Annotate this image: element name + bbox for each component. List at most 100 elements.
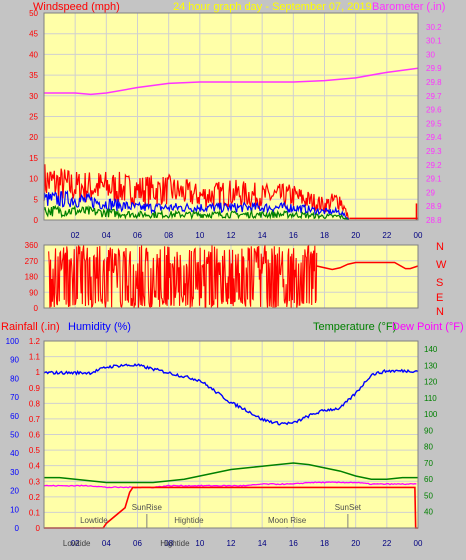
wind-y-tick: 45	[29, 30, 38, 39]
event-label: Hightide	[174, 516, 204, 525]
wind-y-tick: 50	[29, 9, 38, 18]
rain-y-tick: 0.5	[29, 446, 41, 455]
x-tick-label-bottom: 02	[71, 539, 80, 548]
x-tick-label-bottom: 04	[102, 539, 111, 548]
humidity-y-tick: 60	[10, 412, 19, 421]
temperature-y-tick: 50	[424, 491, 433, 500]
wind-y-tick: 30	[29, 92, 38, 101]
rain-y-tick: 0.4	[29, 462, 41, 471]
dewpoint-axis-title: Dew Point (°F)	[392, 321, 464, 333]
chart-title: 24 hour graph day - September 07, 2019	[173, 1, 372, 13]
barometer-y-tick: 29.5	[426, 119, 442, 128]
barometer-y-tick: 29.2	[426, 161, 442, 170]
humidity-y-tick: 40	[10, 449, 19, 458]
temperature-y-tick: 80	[424, 443, 433, 452]
rain-y-tick: 0.7	[29, 415, 41, 424]
direction-y-tick: 180	[25, 273, 39, 282]
event-label: Lowtide	[63, 539, 91, 548]
temperature-y-tick: 130	[424, 361, 438, 370]
rain-y-tick: 0.2	[29, 493, 41, 502]
event-label: Moon Rise	[268, 516, 307, 525]
direction-panel-border	[43, 244, 419, 309]
direction-label-w: W	[436, 259, 447, 271]
barometer-axis-title: Barometer (.in)	[372, 1, 445, 13]
humidity-y-tick: 20	[10, 487, 19, 496]
rain-y-tick: 0.1	[29, 508, 41, 517]
barometer-y-tick: 29.6	[426, 106, 442, 115]
rain-y-tick: 0	[36, 524, 41, 533]
barometer-y-tick: 29.1	[426, 175, 442, 184]
x-tick-label-bottom: 00	[414, 539, 423, 548]
rain-y-tick: 1	[36, 368, 41, 377]
wind-direction-line	[316, 261, 419, 271]
direction-label-e: E	[436, 292, 443, 304]
rain-y-tick: 0.6	[29, 431, 41, 440]
rain-y-tick: 0.8	[29, 399, 41, 408]
wind-y-tick: 10	[29, 175, 38, 184]
barometer-line	[44, 67, 419, 96]
x-tick-label-top: 02	[71, 231, 80, 240]
wind-panel-border	[43, 12, 419, 221]
direction-y-tick: 0	[34, 304, 39, 313]
wind-lull-trace	[43, 204, 349, 221]
event-label: Lowtide	[80, 516, 108, 525]
humidity-axis-title: Humidity (%)	[68, 321, 131, 333]
humidity-y-tick: 50	[10, 431, 19, 440]
direction-label-n-bottom: N	[436, 306, 444, 318]
humidity-line	[43, 363, 419, 426]
temperature-axis-title: Temperature (°F)	[313, 321, 396, 333]
series-lines	[43, 67, 419, 529]
wind-y-tick: 40	[29, 50, 38, 59]
barometer-y-tick: 28.8	[426, 216, 442, 225]
wind-y-tick: 15	[29, 154, 38, 163]
wind-y-tick: 20	[29, 133, 38, 142]
x-tick-label-top: 04	[102, 231, 111, 240]
wind-detail-traces	[43, 164, 418, 309]
x-tick-label-top: 12	[227, 231, 236, 240]
wind-y-tick: 0	[34, 216, 39, 225]
barometer-y-tick: 29.9	[426, 64, 442, 73]
event-label: SunRise	[132, 503, 163, 512]
humidity-y-tick: 70	[10, 393, 19, 402]
x-tick-label-bottom: 18	[320, 539, 329, 548]
x-tick-label-bottom: 20	[351, 539, 360, 548]
temperature-y-tick: 90	[424, 426, 433, 435]
humidity-y-tick: 80	[10, 374, 19, 383]
tick-labels: 0510152025303540455028.828.92929.129.229…	[6, 9, 442, 548]
barometer-y-tick: 29.8	[426, 78, 442, 87]
barometer-y-tick: 28.9	[426, 202, 442, 211]
rain-y-tick: 1.1	[29, 353, 41, 362]
temperature-y-tick: 60	[424, 475, 433, 484]
temperature-y-tick: 40	[424, 508, 433, 517]
barometer-y-tick: 29	[426, 188, 435, 197]
x-tick-label-top: 20	[351, 231, 360, 240]
temperature-y-tick: 120	[424, 378, 438, 387]
direction-y-tick: 90	[29, 288, 38, 297]
humidity-y-tick: 0	[15, 524, 20, 533]
barometer-y-tick: 29.4	[426, 133, 442, 142]
x-tick-label-top: 18	[320, 231, 329, 240]
barometer-y-tick: 29.7	[426, 92, 442, 101]
x-tick-label-bottom: 06	[133, 539, 142, 548]
barometer-y-tick: 29.3	[426, 147, 442, 156]
humidity-y-tick: 90	[10, 356, 19, 365]
wind-direction-noise	[48, 244, 318, 309]
temperature-y-tick: 140	[424, 345, 438, 354]
wind-gust-trace	[43, 164, 350, 220]
temperature-y-tick: 110	[424, 394, 437, 403]
humidity-y-tick: 100	[6, 337, 20, 346]
x-tick-label-top: 10	[195, 231, 204, 240]
x-tick-label-top: 14	[258, 231, 267, 240]
wind-y-tick: 5	[34, 195, 39, 204]
wind-y-tick: 25	[29, 113, 38, 122]
x-tick-label-top: 16	[289, 231, 298, 240]
direction-y-tick: 270	[25, 257, 39, 266]
x-tick-label-top: 06	[133, 231, 142, 240]
barometer-y-tick: 30.2	[426, 23, 442, 32]
temperature-y-tick: 100	[424, 410, 438, 419]
rain-y-tick: 0.3	[29, 477, 41, 486]
windspeed-axis-title: Windspeed (mph)	[33, 1, 120, 13]
x-tick-label-bottom: 10	[195, 539, 204, 548]
dewpoint-line	[43, 481, 417, 489]
rain-y-tick: 0.9	[29, 384, 41, 393]
